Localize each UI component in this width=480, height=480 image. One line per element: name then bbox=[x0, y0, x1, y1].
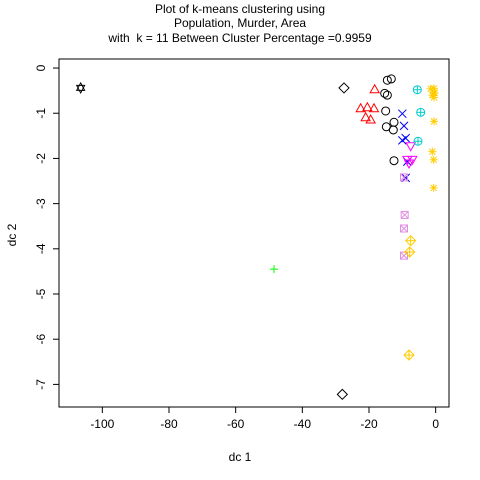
data-point bbox=[430, 93, 438, 102]
data-point bbox=[400, 173, 408, 182]
data-point bbox=[400, 210, 409, 219]
data-point bbox=[412, 85, 422, 95]
data-point bbox=[381, 106, 391, 116]
y-axis-label: dc 2 bbox=[5, 223, 19, 247]
data-point bbox=[429, 183, 438, 192]
chart-title-line-1: Plot of k-means clustering using bbox=[154, 2, 326, 16]
data-point bbox=[355, 102, 367, 113]
data-point bbox=[430, 88, 439, 97]
data-point bbox=[403, 246, 416, 258]
data-point bbox=[338, 82, 350, 94]
data-point bbox=[365, 113, 377, 124]
chart-title-line-2: Population, Murder, Area bbox=[173, 16, 307, 30]
data-point bbox=[369, 83, 381, 94]
data-point bbox=[403, 349, 415, 361]
data-point bbox=[405, 142, 417, 152]
y-tick-label: 0 bbox=[34, 64, 48, 71]
x-tick-label: -20 bbox=[360, 417, 378, 431]
data-point bbox=[382, 75, 392, 85]
x-tick-label: 0 bbox=[432, 417, 439, 431]
data-point bbox=[397, 109, 407, 119]
data-point bbox=[430, 117, 438, 126]
x-tick-label: -60 bbox=[227, 417, 245, 431]
data-point bbox=[380, 88, 390, 98]
data-point bbox=[397, 135, 407, 145]
data-point bbox=[400, 224, 408, 233]
y-tick-label: -3 bbox=[34, 198, 48, 209]
data-point bbox=[386, 74, 396, 84]
axes: -100 -80 -60 -40 -20 0 0 -1 -2 -3 -4 -5 -6 -7 bbox=[34, 64, 439, 431]
x-tick-label: -40 bbox=[294, 417, 312, 431]
x-tick-label: -100 bbox=[90, 417, 114, 431]
data-point bbox=[360, 111, 372, 122]
x-tick-label: -80 bbox=[160, 417, 178, 431]
data-point bbox=[368, 102, 380, 113]
y-tick-label: -4 bbox=[34, 243, 48, 254]
data-point bbox=[389, 156, 399, 166]
y-tick-label: -5 bbox=[34, 288, 48, 299]
x-axis-label: dc 1 bbox=[228, 450, 252, 464]
data-point bbox=[270, 265, 278, 274]
plot-frame bbox=[58, 58, 450, 408]
data-point bbox=[389, 117, 399, 127]
data-point bbox=[75, 81, 86, 94]
y-tick-label: -6 bbox=[34, 334, 48, 345]
data-point bbox=[428, 147, 437, 156]
data-point bbox=[388, 125, 398, 135]
data-point bbox=[361, 101, 373, 112]
data-point bbox=[336, 388, 349, 401]
data-points bbox=[75, 74, 439, 401]
y-tick-label: -1 bbox=[34, 108, 48, 119]
data-point bbox=[382, 90, 392, 100]
y-tick-label: -2 bbox=[34, 153, 48, 164]
data-point bbox=[399, 121, 409, 131]
y-tick-label: -7 bbox=[34, 379, 48, 390]
data-point bbox=[404, 234, 417, 247]
data-point bbox=[429, 155, 438, 164]
data-point bbox=[416, 107, 426, 117]
data-point bbox=[413, 136, 423, 146]
chart-title-line-3: with k = 11 Between Cluster Percentage =… bbox=[108, 31, 372, 45]
data-point bbox=[403, 159, 415, 169]
